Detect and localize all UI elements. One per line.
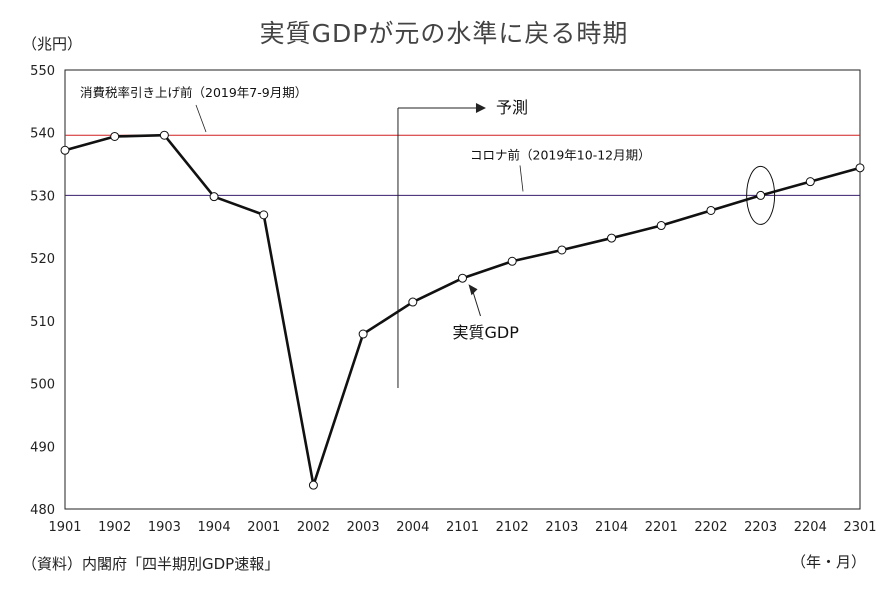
x-tick-label: 2001 <box>247 520 280 535</box>
y-tick-label: 490 <box>30 440 55 455</box>
x-tick-label: 2002 <box>297 520 330 535</box>
y-tick-label: 550 <box>30 64 55 79</box>
x-tick-label: 1904 <box>198 520 231 535</box>
data-point <box>706 205 716 215</box>
source-note: （資料）内閣府「四半期別GDP速報」 <box>22 555 280 573</box>
series-label-arrow <box>472 290 481 317</box>
data-point <box>408 297 418 307</box>
y-tick-label: 500 <box>30 378 55 393</box>
x-tick-label: 1903 <box>148 520 181 535</box>
data-point <box>458 273 467 283</box>
x-tick-label: 2101 <box>446 520 479 535</box>
x-tick-label: 2202 <box>694 520 727 535</box>
x-tick-label: 2203 <box>744 520 777 535</box>
data-point <box>607 233 617 243</box>
series-label: 実質GDP <box>453 323 520 342</box>
x-tick-label: 2103 <box>545 520 578 535</box>
data-point <box>656 221 666 231</box>
forecast-marker: 予測 <box>397 98 528 388</box>
x-axis-ticks: 1901 1902 1903 1904 2001 2002 2003 2004 2101 2102… <box>48 520 876 535</box>
data-point <box>756 190 766 200</box>
forecast-arrowhead <box>475 103 486 113</box>
y-tick-label: 520 <box>30 252 55 267</box>
x-tick-label: 2204 <box>794 520 827 535</box>
data-point <box>60 145 70 155</box>
series-label-arrowhead <box>468 284 478 296</box>
highlight-ellipse <box>746 165 776 225</box>
data-point <box>110 131 120 141</box>
data-point <box>855 163 865 173</box>
y-tick-label: 530 <box>30 189 55 204</box>
data-point <box>507 256 517 266</box>
plot-area-frame <box>64 69 861 510</box>
data-point <box>259 210 269 220</box>
annotations: 消費税率引き上げ前（2019年7-9月期） コロナ前（2019年10-12月期） 実… <box>80 85 776 342</box>
reference-label-leader <box>519 165 524 192</box>
x-axis-unit-label: （年・月） <box>790 553 866 571</box>
reference-line-label: コロナ前（2019年10-12月期） <box>470 147 651 162</box>
x-tick-label: 2201 <box>645 520 678 535</box>
y-tick-label: 480 <box>30 503 55 518</box>
series-line-group <box>60 130 865 490</box>
forecast-label: 予測 <box>496 98 528 117</box>
reference-label-leader <box>195 104 207 133</box>
data-point <box>557 245 567 255</box>
x-tick-label: 1901 <box>48 520 81 535</box>
x-tick-label: 1902 <box>98 520 131 535</box>
data-point <box>358 329 368 339</box>
y-axis-unit-label: （兆円） <box>22 35 83 53</box>
x-tick-label: 2104 <box>595 520 628 535</box>
x-tick-label: 2004 <box>396 520 429 535</box>
data-point <box>308 480 318 490</box>
data-point <box>159 130 169 140</box>
y-tick-label: 540 <box>30 127 55 142</box>
data-point <box>805 177 815 187</box>
reference-line-label: 消費税率引き上げ前（2019年7-9月期） <box>80 85 307 100</box>
y-axis-ticks: 480 490 500 510 520 530 540 550 <box>30 64 55 518</box>
reference-lines <box>65 134 860 196</box>
x-tick-label: 2301 <box>843 520 876 535</box>
x-tick-label: 2003 <box>347 520 380 535</box>
series-line <box>64 133 861 487</box>
y-tick-label: 510 <box>30 315 55 330</box>
data-point <box>209 192 219 202</box>
chart-title: 実質GDPが元の水準に戻る時期 <box>259 19 629 48</box>
x-tick-label: 2102 <box>496 520 529 535</box>
